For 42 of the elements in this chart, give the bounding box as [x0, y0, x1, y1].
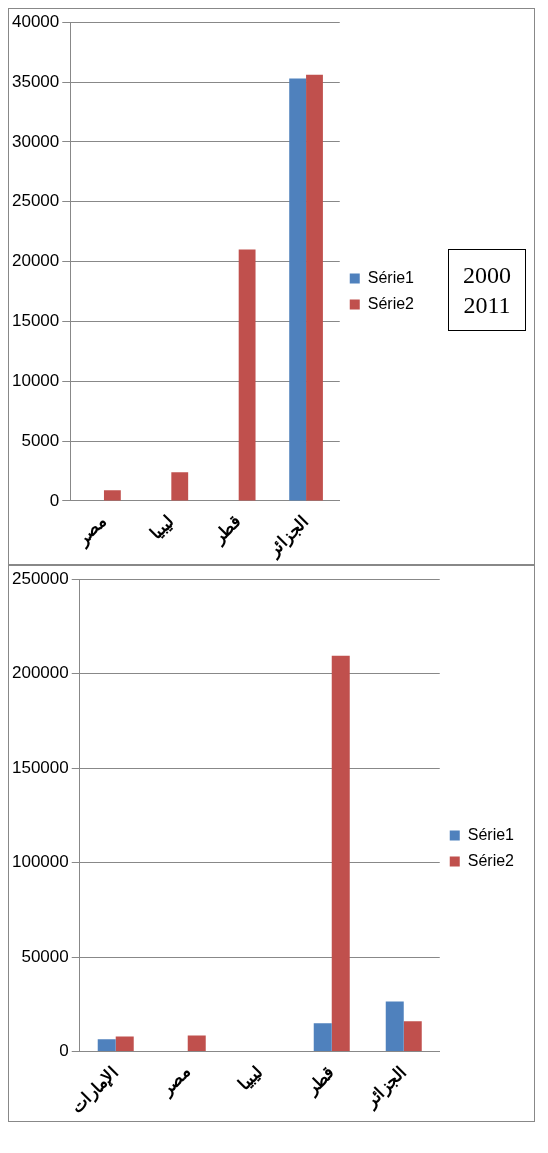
text: 2000: [463, 261, 511, 290]
x-tick-label: قطر: [301, 1062, 339, 1100]
y-tick-label: 20000: [11, 251, 60, 271]
bar: [187, 1035, 206, 1052]
bar: [289, 78, 307, 501]
x-tick-label: الجزائر: [262, 511, 313, 563]
y-tick-label: 10000: [11, 370, 60, 390]
bar: [103, 490, 121, 501]
legend-label: Série2: [467, 851, 515, 869]
y-tick-label: 40000: [11, 11, 60, 31]
y-tick-label: 15000: [11, 311, 60, 331]
y-tick-label: 150000: [11, 757, 69, 777]
y-tick-label: 50000: [21, 946, 69, 966]
y-tick-label: 100000: [11, 852, 69, 872]
y-tick-label: 200000: [11, 663, 69, 683]
y-tick-label: 5000: [21, 430, 60, 450]
x-tick-label: الإمارات: [67, 1062, 123, 1118]
bar: [171, 472, 189, 501]
bar: [97, 1039, 116, 1052]
y-tick-label: 0: [59, 1041, 69, 1061]
x-tick-label: ليبيا: [234, 1062, 266, 1094]
x-tick-label: مصر: [71, 511, 111, 551]
legend-label: Série1: [467, 825, 515, 843]
bar: [331, 655, 350, 1052]
bar: [115, 1036, 134, 1052]
y-tick-label: 250000: [11, 568, 69, 588]
text: 2011: [463, 291, 511, 320]
bar: [313, 1023, 332, 1052]
y-tick-label: 30000: [11, 131, 60, 151]
bar: [385, 1001, 404, 1052]
x-tick-label: قطر: [208, 511, 246, 550]
y-tick-label: 25000: [11, 191, 60, 211]
legend-label: Série2: [367, 294, 415, 312]
bar: [238, 249, 256, 501]
x-tick-label: الجزائر: [360, 1062, 411, 1113]
y-tick-label: 35000: [11, 71, 60, 91]
x-tick-label: مصر: [155, 1062, 195, 1102]
legend-label: Série1: [367, 268, 415, 286]
bar: [403, 1021, 422, 1052]
y-tick-label: 0: [49, 490, 60, 510]
x-tick-label: ليبيا: [146, 511, 178, 543]
bar: [306, 74, 323, 501]
